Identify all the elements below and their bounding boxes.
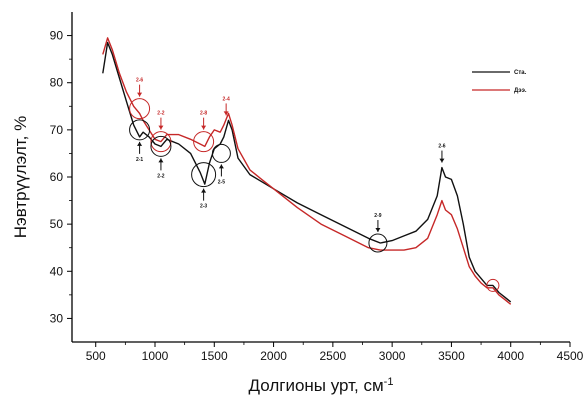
annotation-label: 2-6 bbox=[438, 144, 445, 150]
y-tick-label: 80 bbox=[50, 76, 64, 90]
x-axis-title-text: Долгионы урт, см bbox=[249, 376, 384, 395]
chart-plot-area bbox=[102, 37, 512, 305]
annotation-label: 2-2 bbox=[157, 173, 164, 179]
annotation-label: 2-4 bbox=[223, 96, 230, 102]
annotation-circle bbox=[129, 98, 151, 120]
series-line bbox=[102, 37, 512, 305]
annotation-arrowhead bbox=[137, 141, 143, 146]
x-tick-label: 4000 bbox=[497, 349, 524, 363]
chart-axes: 500 1000 1500 2000 2500 3000 3500 4000 4500 30 40 5… bbox=[50, 12, 584, 363]
annotation-arrowhead bbox=[158, 125, 164, 130]
annotation-arrowhead bbox=[201, 188, 207, 193]
annotation-circle bbox=[368, 233, 388, 253]
x-tick-label: 1500 bbox=[201, 349, 228, 363]
y-tick-label: 90 bbox=[50, 29, 64, 43]
y-tick-label: 40 bbox=[50, 264, 64, 278]
annotation-arrowhead bbox=[375, 228, 381, 232]
annotation-circle bbox=[129, 119, 151, 141]
x-tick-label: 2500 bbox=[320, 349, 347, 363]
x-axis-title: Долгионы урт, см-1 bbox=[249, 376, 394, 395]
x-tick-label: 3000 bbox=[379, 349, 406, 363]
annotation-arrowhead bbox=[439, 158, 445, 163]
annotation-arrowhead bbox=[158, 158, 164, 163]
annotation-circle bbox=[486, 278, 500, 292]
x-tick-label: 2000 bbox=[260, 349, 287, 363]
x-axis-title-superscript: -1 bbox=[384, 376, 394, 388]
series-line bbox=[102, 41, 512, 303]
y-tick-label: 50 bbox=[50, 217, 64, 231]
annotation-label: 2-3 bbox=[200, 204, 207, 210]
annotation-label: 2-9 bbox=[374, 213, 381, 219]
chart-annotations: 2-6 2-1 2-2 2-2 2-8 2-3 2-4 2-5 2-9 2-6 bbox=[129, 78, 500, 292]
annotation-circle bbox=[193, 131, 215, 153]
y-tick-label: 70 bbox=[50, 123, 64, 137]
annotation-label: 2-5 bbox=[218, 179, 225, 185]
annotation-circle bbox=[191, 162, 217, 188]
y-axis-title: Нэвтрүүлэлт, % bbox=[11, 116, 30, 238]
y-tick-label: 30 bbox=[50, 311, 64, 325]
y-tick-label: 60 bbox=[50, 170, 64, 184]
annotation-arrowhead bbox=[137, 92, 143, 97]
x-tick-label: 500 bbox=[86, 349, 106, 363]
annotation-label: 2-2 bbox=[157, 111, 164, 117]
annotation-circle bbox=[211, 143, 231, 163]
annotation-label: 2-1 bbox=[136, 157, 143, 163]
annotation-arrowhead bbox=[223, 111, 229, 116]
chart-legend: Ста. Дээ. bbox=[472, 70, 527, 94]
annotation-arrowhead bbox=[218, 164, 224, 169]
annotation-label: 2-8 bbox=[200, 111, 207, 117]
annotation-circle bbox=[150, 131, 172, 153]
x-tick-label: 1000 bbox=[142, 349, 169, 363]
annotation-circle bbox=[150, 135, 172, 157]
x-tick-label: 3500 bbox=[438, 349, 465, 363]
annotation-arrowhead bbox=[201, 125, 207, 130]
x-tick-label: 4500 bbox=[557, 349, 584, 363]
legend-label: Ста. bbox=[514, 70, 527, 76]
legend-label: Дээ. bbox=[514, 88, 527, 94]
annotation-label: 2-6 bbox=[136, 78, 143, 84]
